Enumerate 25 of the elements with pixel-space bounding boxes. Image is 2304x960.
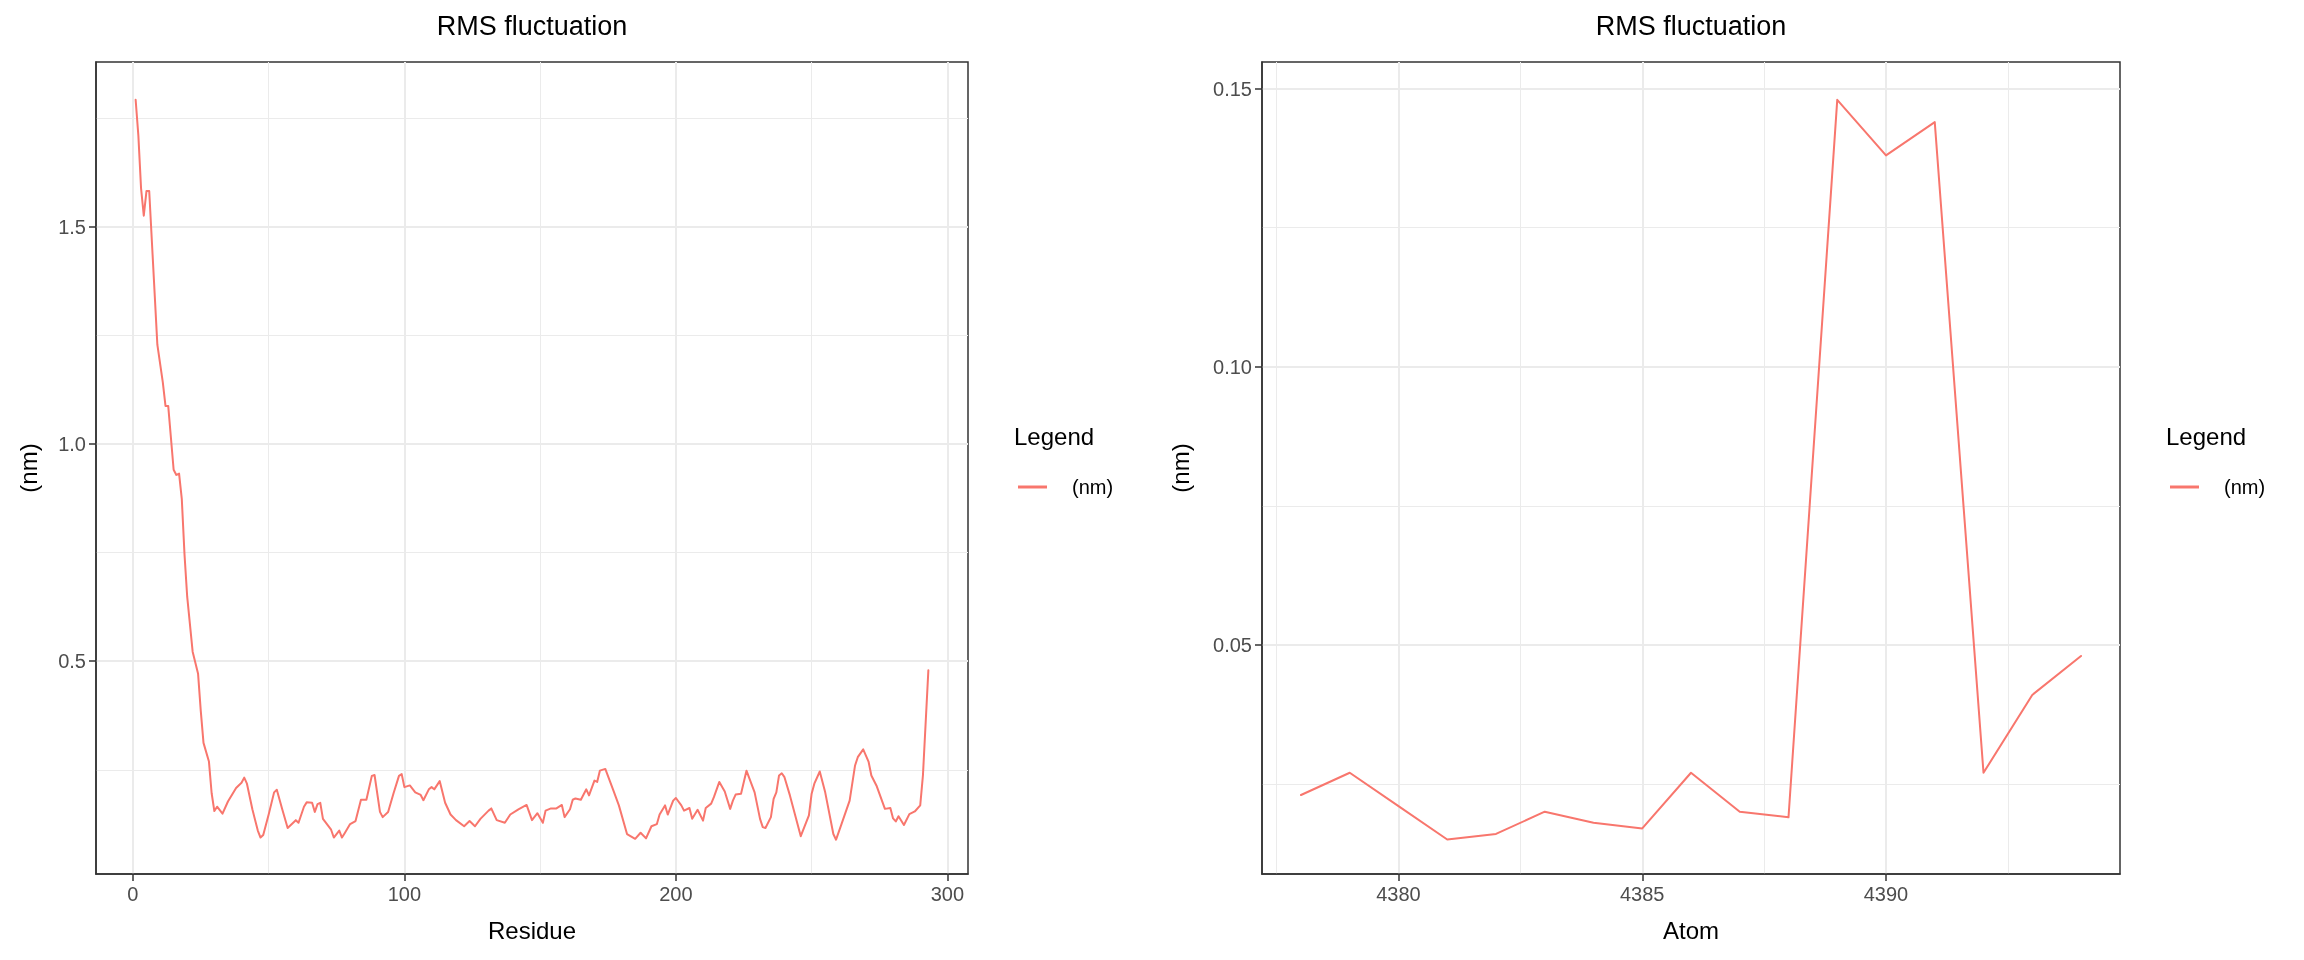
x-tick-label: 100 xyxy=(387,883,422,905)
y-axis-title: (nm) xyxy=(14,443,42,493)
x-tick-label: 0 xyxy=(127,883,139,905)
y-tick-label: 1.0 xyxy=(58,433,86,456)
x-axis-title: Residue xyxy=(487,916,577,944)
x-tick-label: 200 xyxy=(659,883,693,905)
y-axis-title: (nm) xyxy=(1166,443,1194,493)
y-tick-label: 1.5 xyxy=(58,216,86,239)
y-tick-label: 0.05 xyxy=(1213,633,1252,656)
x-tick-label: 4385 xyxy=(1620,883,1665,905)
chart-title: RMS fluctuation xyxy=(436,10,628,41)
y-tick-label: 0.15 xyxy=(1213,77,1252,100)
x-tick-label: 300 xyxy=(930,883,965,905)
x-tick-label: 4380 xyxy=(1376,883,1421,905)
line-series xyxy=(1300,98,2082,841)
line-series xyxy=(134,98,930,841)
legend-label: (nm) xyxy=(2224,476,2266,498)
y-tick-label: 0.5 xyxy=(58,650,86,673)
legend-title: Legend xyxy=(2166,422,2247,450)
chart-title: RMS fluctuation xyxy=(1595,10,1787,41)
y-tick-label: 0.10 xyxy=(1213,355,1252,378)
legend-label: (nm) xyxy=(1072,476,1114,498)
x-axis-title: Atom xyxy=(1662,916,1720,944)
x-tick-label: 4390 xyxy=(1863,883,1909,905)
legend-title: Legend xyxy=(1014,422,1095,450)
